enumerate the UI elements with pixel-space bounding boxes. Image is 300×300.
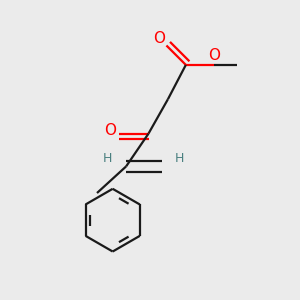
Text: O: O xyxy=(104,123,116,138)
Text: H: H xyxy=(103,152,112,166)
Text: H: H xyxy=(175,152,184,166)
Text: O: O xyxy=(153,31,165,46)
Text: O: O xyxy=(208,48,220,63)
